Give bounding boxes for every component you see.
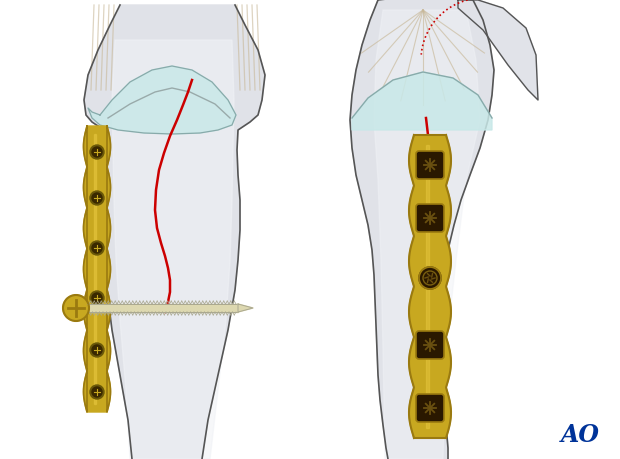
Circle shape: [92, 387, 102, 397]
Polygon shape: [426, 145, 429, 428]
Polygon shape: [84, 5, 265, 459]
Circle shape: [90, 241, 104, 255]
Polygon shape: [94, 134, 96, 404]
Circle shape: [92, 147, 102, 157]
Polygon shape: [88, 66, 236, 134]
Circle shape: [90, 191, 104, 205]
Polygon shape: [409, 135, 451, 438]
Text: AO: AO: [560, 423, 600, 447]
Polygon shape: [352, 72, 492, 130]
Circle shape: [90, 343, 104, 357]
FancyBboxPatch shape: [416, 204, 444, 232]
Polygon shape: [374, 10, 480, 459]
Polygon shape: [238, 304, 253, 312]
FancyBboxPatch shape: [416, 151, 444, 179]
Circle shape: [419, 267, 441, 289]
FancyBboxPatch shape: [416, 394, 444, 422]
Polygon shape: [458, 0, 538, 100]
Polygon shape: [350, 0, 494, 459]
Circle shape: [92, 293, 102, 303]
Polygon shape: [112, 40, 234, 459]
Circle shape: [90, 385, 104, 399]
Circle shape: [90, 145, 104, 159]
Circle shape: [92, 193, 102, 203]
FancyBboxPatch shape: [416, 331, 444, 359]
Polygon shape: [87, 304, 238, 312]
Circle shape: [92, 243, 102, 253]
Circle shape: [63, 295, 89, 321]
Circle shape: [90, 291, 104, 305]
Circle shape: [92, 345, 102, 355]
Polygon shape: [84, 126, 110, 412]
